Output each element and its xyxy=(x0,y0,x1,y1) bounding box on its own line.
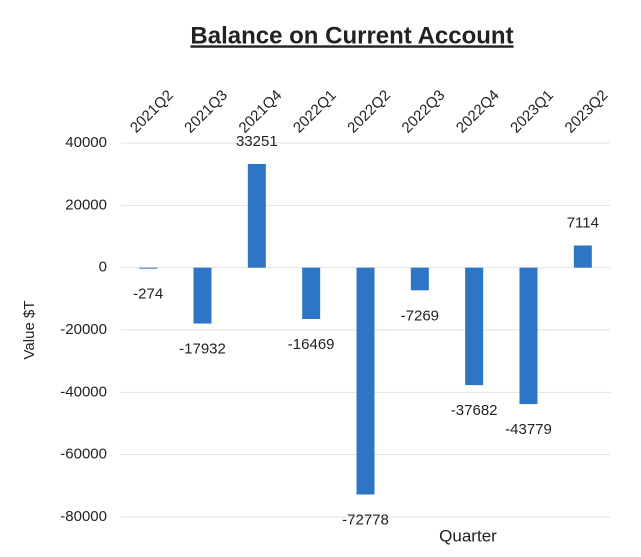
y-tick-label: -80000 xyxy=(60,508,107,525)
x-tick-label: 2023Q2 xyxy=(562,87,612,137)
data-label: -7269 xyxy=(401,307,439,324)
bar xyxy=(302,267,321,319)
data-label: -37682 xyxy=(451,402,498,419)
x-tick-label: 2022Q3 xyxy=(399,87,449,137)
data-label: -72778 xyxy=(342,511,389,528)
x-tick-label: 2023Q1 xyxy=(507,87,557,137)
bar xyxy=(356,267,375,495)
y-tick-label: 20000 xyxy=(65,196,107,213)
data-label: -17932 xyxy=(179,341,226,358)
x-tick-label: 2021Q3 xyxy=(181,87,231,137)
bar xyxy=(410,267,429,291)
x-tick-label: 2022Q4 xyxy=(453,87,503,137)
y-tick-label: 40000 xyxy=(65,134,107,151)
data-label: -16469 xyxy=(288,336,335,353)
data-label: 33251 xyxy=(236,133,278,150)
data-label: 7114 xyxy=(567,214,599,231)
bar xyxy=(519,267,538,405)
y-axis-label: Value $T xyxy=(21,301,38,360)
chart-title: Balance on Current Account xyxy=(190,22,513,49)
y-tick-label: -20000 xyxy=(60,321,107,338)
bar xyxy=(573,245,592,268)
x-tick-label: 2021Q2 xyxy=(127,87,177,137)
data-label: -43779 xyxy=(505,421,552,438)
x-tick-label: 2022Q1 xyxy=(290,87,340,137)
x-axis-label: Quarter xyxy=(439,526,497,545)
bar xyxy=(465,267,484,386)
data-label: -274 xyxy=(133,285,163,302)
x-tick-label: 2022Q2 xyxy=(344,87,394,137)
y-tick-label: -40000 xyxy=(60,383,107,400)
bar xyxy=(139,267,158,269)
y-tick-label: -60000 xyxy=(60,446,107,463)
bar xyxy=(193,267,212,324)
y-tick-label: 0 xyxy=(99,259,107,276)
x-tick-label: 2021Q4 xyxy=(236,87,286,137)
bar xyxy=(247,164,266,268)
